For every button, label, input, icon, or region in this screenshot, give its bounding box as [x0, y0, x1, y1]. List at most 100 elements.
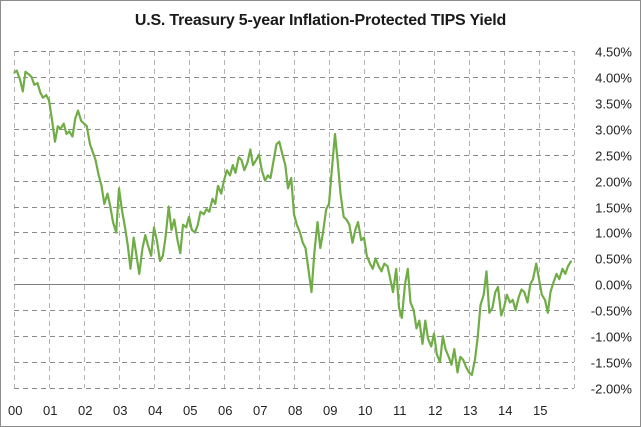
data-point [322, 231, 324, 234]
data-point [135, 255, 138, 257]
data-point [456, 371, 459, 373]
data-point [83, 123, 85, 125]
data-point [284, 164, 286, 166]
x-tick-label: 05 [183, 403, 197, 418]
y-tick-label: 3.00% [595, 123, 632, 138]
data-point [369, 263, 371, 265]
data-point [439, 361, 441, 363]
data-point [313, 252, 315, 254]
data-point [549, 291, 552, 293]
data-point [162, 255, 164, 257]
chart-title: U.S. Treasury 5-year Inflation-Protected… [134, 12, 507, 29]
data-point [124, 226, 126, 228]
data-point [71, 135, 74, 138]
y-tick-label: 0.00% [595, 278, 632, 293]
data-point [380, 270, 383, 272]
data-point [404, 283, 406, 285]
data-point [471, 374, 473, 376]
data-point [173, 218, 175, 221]
data-point [503, 307, 505, 309]
data-point [433, 333, 435, 335]
data-point [304, 247, 307, 249]
data-point [363, 237, 365, 239]
data-point [185, 226, 187, 228]
data-point [509, 301, 511, 304]
data-point [378, 265, 380, 267]
data-point [483, 294, 485, 296]
data-point [48, 99, 50, 101]
data-point [345, 218, 348, 221]
data-point [33, 84, 35, 86]
data-point [127, 244, 129, 246]
data-point [421, 343, 424, 345]
data-point [567, 265, 569, 267]
data-point [436, 353, 438, 355]
x-tick-label: 03 [113, 403, 127, 418]
data-point [197, 224, 199, 226]
data-point [223, 180, 225, 182]
data-point [51, 117, 53, 119]
data-point [150, 255, 152, 257]
data-point [518, 296, 520, 298]
data-point [296, 224, 298, 226]
data-point [208, 211, 210, 213]
data-point [383, 263, 385, 265]
data-point [337, 161, 339, 164]
data-point [194, 231, 196, 234]
data-point [255, 159, 257, 161]
x-tick-label: 06 [218, 403, 232, 418]
data-point [526, 301, 529, 304]
data-point [240, 159, 243, 161]
data-point [243, 169, 245, 171]
data-point [290, 177, 292, 179]
data-point [555, 273, 558, 275]
x-tick-label: 13 [463, 403, 477, 418]
y-tick-label: -2.00% [591, 382, 633, 397]
x-tick-label: 11 [393, 403, 407, 418]
data-point [249, 148, 251, 151]
x-tick-label: 02 [78, 403, 92, 418]
data-point [401, 317, 403, 319]
data-point [299, 231, 301, 234]
x-tick-label: 00 [8, 403, 22, 418]
data-point [331, 169, 333, 171]
data-point [553, 281, 555, 283]
data-point [164, 237, 167, 239]
data-point [485, 270, 488, 272]
x-tick-label: 15 [533, 403, 547, 418]
data-point [229, 174, 231, 176]
data-point [544, 299, 546, 301]
vertical-gridlines [14, 51, 575, 388]
data-point [494, 291, 496, 293]
y-tick-label: 0.50% [595, 252, 632, 267]
data-point [16, 70, 18, 72]
data-point [430, 345, 432, 348]
data-point [252, 164, 254, 166]
data-point [427, 338, 429, 340]
data-point [514, 309, 517, 311]
data-point [214, 203, 216, 205]
data-point [89, 143, 91, 145]
data-point [328, 203, 330, 205]
data-point [278, 141, 280, 143]
horizontal-gridlines [14, 51, 574, 389]
data-point [238, 156, 240, 158]
data-point [106, 193, 109, 195]
data-point [77, 110, 79, 112]
data-point [561, 268, 564, 270]
y-tick-label: 4.50% [595, 45, 632, 60]
x-tick-labels: 00 01 02 03 04 05 06 07 08 09 10 11 12 13 14 15 [8, 403, 547, 418]
data-point [477, 335, 479, 337]
data-point [159, 260, 161, 262]
y-tick-labels: 4.50% 4.00% 3.50% 3.00% 2.50% 2.00% 1.50% 1.00%… [591, 45, 633, 397]
data-point [100, 185, 103, 187]
data-point [448, 356, 450, 358]
data-point [144, 234, 146, 236]
data-point [63, 123, 65, 125]
data-point [351, 242, 354, 244]
data-point [570, 260, 572, 262]
data-point [191, 229, 193, 231]
data-point [39, 91, 41, 94]
data-point [523, 291, 525, 293]
data-point [103, 203, 105, 205]
